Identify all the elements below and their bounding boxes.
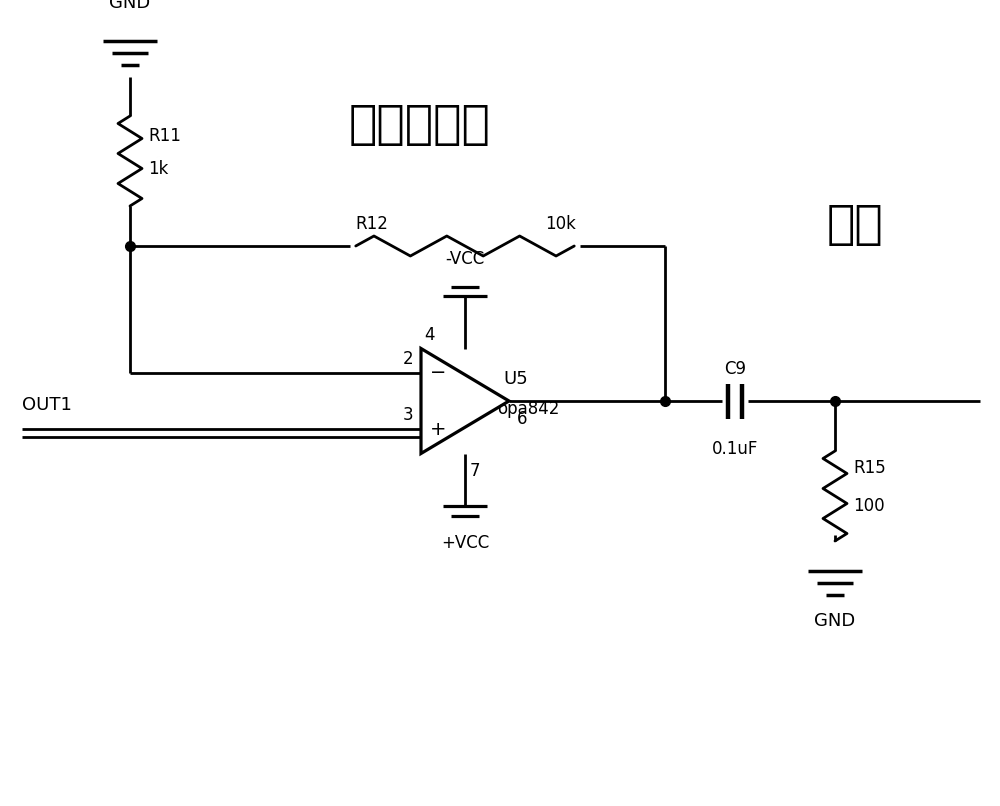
Text: U5: U5 [503,370,528,388]
Text: 隔直: 隔直 [827,203,883,248]
Text: opa842: opa842 [497,400,559,418]
Text: 3: 3 [402,406,413,424]
Text: 10k: 10k [545,215,576,233]
Text: OUT1: OUT1 [22,397,72,414]
Text: R15: R15 [853,459,886,477]
Text: 0.1uF: 0.1uF [712,440,758,458]
Text: C9: C9 [724,360,746,378]
Text: R11: R11 [148,127,181,145]
Text: −: − [430,364,446,382]
Text: GND: GND [814,612,856,630]
Text: +: + [430,420,446,438]
Text: 6: 6 [517,410,528,428]
Text: 4: 4 [425,326,435,343]
Text: 同相比例器: 同相比例器 [349,103,491,148]
Text: 1k: 1k [148,160,168,178]
Text: 2: 2 [402,350,413,368]
Text: R12: R12 [355,215,388,233]
Text: +VCC: +VCC [441,534,489,551]
Text: 7: 7 [470,462,480,480]
Text: -VCC: -VCC [445,251,485,268]
Text: 100: 100 [853,497,885,515]
Text: GND: GND [109,0,151,12]
